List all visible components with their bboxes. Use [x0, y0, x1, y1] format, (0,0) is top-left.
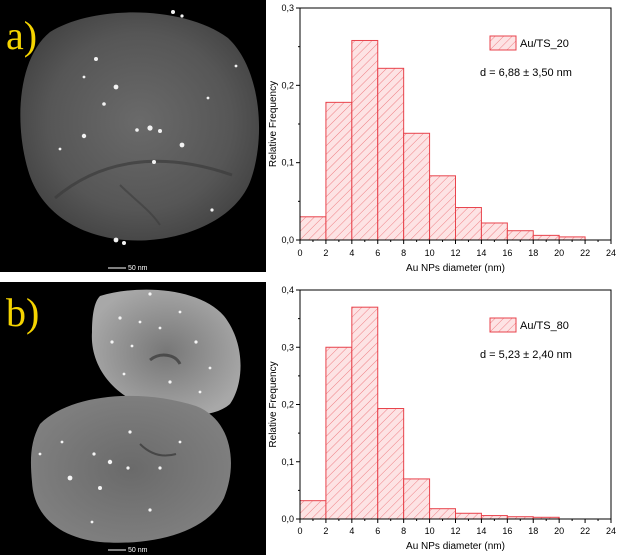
- panel-label-b: b): [6, 290, 40, 335]
- mean-diameter-annotation: d = 5,23 ± 2,40 nm: [480, 349, 572, 361]
- histogram-bar: [299, 500, 327, 520]
- x-axis-label: Au NPs diameter (nm): [406, 263, 505, 274]
- x-tick-label: 14: [476, 526, 486, 536]
- x-tick-label: 10: [425, 526, 435, 536]
- y-tick-label: 0,0: [281, 514, 294, 524]
- y-tick-label: 0,2: [281, 80, 294, 90]
- y-tick-label: 0,2: [281, 400, 294, 410]
- scale-bar-label-b: 50 nm: [128, 547, 148, 554]
- micrograph-a: 50 nm: [0, 0, 266, 272]
- x-tick-label: 18: [528, 248, 538, 258]
- y-tick-label: 0,3: [281, 342, 294, 352]
- x-tick-label: 18: [528, 526, 538, 536]
- histogram-bar: [377, 67, 405, 241]
- x-tick-label: 10: [425, 248, 435, 258]
- histogram-bar: [351, 39, 379, 241]
- histogram-bar: [377, 408, 405, 520]
- y-tick-label: 0,1: [281, 457, 294, 467]
- histogram-bar: [325, 346, 353, 520]
- histogram-bar: [403, 478, 431, 520]
- scale-bar-label-a: 50 nm: [128, 265, 148, 272]
- x-tick-label: 4: [349, 248, 354, 258]
- legend-swatch: [489, 317, 517, 333]
- x-tick-label: 0: [297, 248, 302, 258]
- x-tick-label: 8: [401, 526, 406, 536]
- histogram-bar: [455, 207, 482, 241]
- histogram-bar: [532, 234, 560, 241]
- y-axis-label: Relative Frequency: [268, 81, 279, 167]
- panel-label-a: a): [6, 13, 38, 58]
- x-tick-label: 12: [450, 248, 460, 258]
- micrograph-b-image: 50 nm: [30, 289, 241, 554]
- histogram-bar: [429, 508, 456, 520]
- histogram-bar: [455, 512, 482, 520]
- y-tick-label: 0,3: [281, 3, 294, 13]
- x-tick-label: 20: [554, 248, 564, 258]
- histogram-bar: [429, 175, 456, 241]
- x-tick-label: 24: [606, 248, 616, 258]
- x-tick-label: 4: [349, 526, 354, 536]
- x-tick-label: 6: [375, 526, 380, 536]
- x-tick-label: 20: [554, 526, 564, 536]
- mean-diameter-annotation: d = 6,88 ± 3,50 nm: [480, 67, 572, 79]
- legend-swatch: [489, 35, 517, 51]
- y-tick-label: 0,1: [281, 158, 294, 168]
- x-tick-label: 2: [323, 248, 328, 258]
- legend-label: Au/TS_80: [520, 320, 569, 332]
- histogram-bar: [480, 222, 508, 241]
- x-axis-label: Au NPs diameter (nm): [406, 541, 505, 552]
- x-tick-label: 16: [502, 526, 512, 536]
- x-tick-label: 22: [580, 248, 590, 258]
- histogram-bar: [299, 216, 327, 241]
- x-tick-label: 22: [580, 526, 590, 536]
- histogram-bar: [480, 515, 508, 520]
- histogram-a: 0 2 4 6 8 10 12 14 16 18 20 22 240,00,10,20,3Au NPs …: [268, 3, 616, 274]
- x-tick-label: 24: [606, 526, 616, 536]
- y-tick-label: 0,0: [281, 235, 294, 245]
- x-tick-label: 16: [502, 248, 512, 258]
- x-tick-label: 6: [375, 248, 380, 258]
- histogram-bar: [351, 306, 379, 520]
- x-tick-label: 14: [476, 248, 486, 258]
- x-tick-label: 2: [323, 526, 328, 536]
- x-tick-label: 0: [297, 526, 302, 536]
- histogram-bar: [403, 132, 431, 241]
- legend-label: Au/TS_20: [520, 38, 569, 50]
- micrograph-a-image: 50 nm: [20, 10, 260, 272]
- micrograph-b: 50 nm: [0, 282, 266, 555]
- x-tick-label: 8: [401, 248, 406, 258]
- y-tick-label: 0,4: [281, 285, 294, 295]
- histogram-bar: [506, 230, 534, 241]
- histogram-bar: [325, 101, 353, 241]
- y-axis-label: Relative Frequency: [268, 361, 279, 447]
- x-tick-label: 12: [450, 526, 460, 536]
- histogram-b: 0 2 4 6 8 10 12 14 16 18 20 22 240,00,10,20,30,4Au N…: [268, 285, 616, 552]
